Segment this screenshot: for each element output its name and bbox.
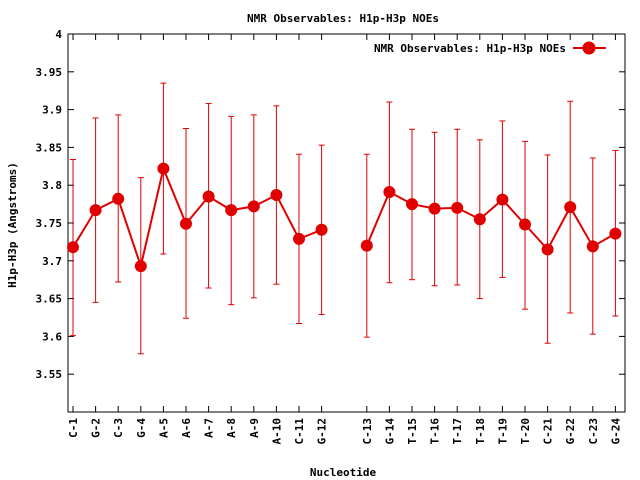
data-point <box>496 193 509 206</box>
data-point <box>89 204 102 217</box>
x-tick-label: T-16 <box>429 418 442 445</box>
series-lines <box>72 165 616 270</box>
data-points <box>67 162 622 273</box>
x-tick-label: C-23 <box>587 418 600 445</box>
x-tick-label: C-11 <box>293 418 306 445</box>
y-tick-label: 3.7 <box>42 255 62 268</box>
x-tick-label: T-15 <box>406 418 419 445</box>
x-tick-label: A-7 <box>203 418 216 438</box>
data-point <box>586 240 599 253</box>
x-tick-label: C-3 <box>112 418 125 438</box>
x-axis: C-1 G-2 C-3 G-4 A-5 A-6 A-7 A-8 A-9 A-10 C-11 G-12 C… <box>67 34 622 445</box>
x-tick-label: T-20 <box>519 418 532 445</box>
data-point <box>247 200 260 213</box>
data-point <box>157 162 170 175</box>
data-point <box>270 189 283 202</box>
x-tick-label: C-13 <box>361 418 374 445</box>
y-tick-label: 3.65 <box>36 293 63 306</box>
y-tick-label: 3.85 <box>36 141 63 154</box>
data-point <box>202 190 215 203</box>
x-tick-label: T-17 <box>451 418 464 445</box>
data-point <box>315 223 328 236</box>
x-tick-label: G-12 <box>316 418 329 445</box>
data-point <box>519 218 531 231</box>
data-point <box>112 192 125 205</box>
y-tick-label: 3.6 <box>42 330 62 343</box>
data-point <box>406 198 418 211</box>
y-axis: 3.55 3.6 3.65 3.7 3.75 3.8 3.85 3.9 3.95 4 <box>36 28 625 381</box>
data-point <box>360 239 373 252</box>
series-line-segment <box>72 165 322 270</box>
x-tick-label: A-8 <box>225 418 238 438</box>
x-tick-label: C-21 <box>542 418 555 445</box>
y-tick-label: 3.9 <box>42 104 62 117</box>
x-tick-label: C-1 <box>67 418 80 438</box>
x-tick-label: A-6 <box>180 418 193 438</box>
data-point <box>293 232 305 245</box>
x-tick-label: G-4 <box>135 418 148 438</box>
y-tick-label: 3.75 <box>36 217 63 230</box>
series-line-segment <box>365 190 616 252</box>
y-tick-label: 4 <box>55 28 62 41</box>
x-tick-label: G-24 <box>609 418 622 445</box>
data-point <box>609 227 622 240</box>
chart-title: NMR Observables: H1p-H3p NOEs <box>247 12 439 25</box>
data-point <box>451 201 464 214</box>
data-point <box>225 204 238 217</box>
y-tick-label: 3.95 <box>36 66 63 79</box>
data-point <box>564 201 577 214</box>
x-tick-label: G-14 <box>383 418 396 445</box>
data-point <box>180 217 192 230</box>
data-point <box>134 260 147 273</box>
y-axis-label: H1p-H3p (Angstroms) <box>6 162 19 288</box>
x-tick-label: G-2 <box>90 418 103 438</box>
x-tick-label: A-9 <box>248 418 261 438</box>
data-point <box>541 243 554 256</box>
x-axis-label: Nucleotide <box>310 466 377 479</box>
legend-marker <box>582 41 596 55</box>
data-point <box>383 186 396 199</box>
y-tick-label: 3.8 <box>42 179 62 192</box>
x-tick-label: G-22 <box>564 418 577 445</box>
x-tick-label: A-10 <box>270 418 283 445</box>
legend-label: NMR Observables: H1p-H3p NOEs <box>374 42 566 55</box>
x-tick-label: T-19 <box>496 418 509 445</box>
data-point <box>67 241 79 254</box>
y-tick-label: 3.55 <box>36 368 63 381</box>
data-point <box>428 202 441 215</box>
legend: NMR Observables: H1p-H3p NOEs <box>374 41 606 55</box>
x-tick-label: T-18 <box>474 418 487 445</box>
x-tick-label: A-5 <box>157 418 170 438</box>
data-point <box>473 213 486 226</box>
